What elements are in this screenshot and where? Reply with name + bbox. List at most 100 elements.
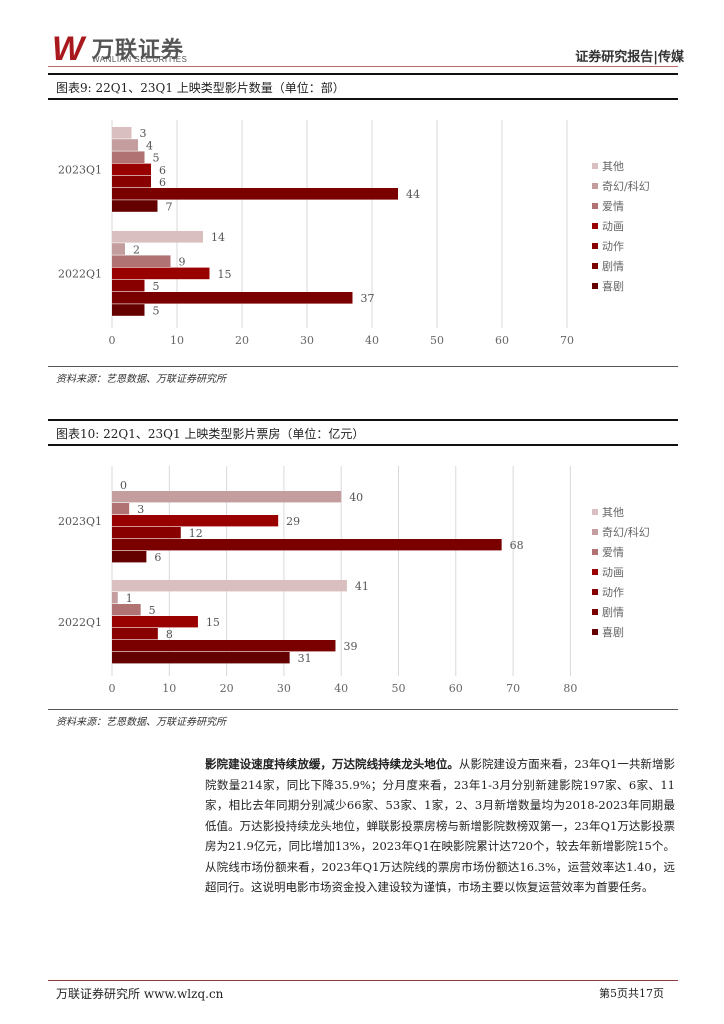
report-type: 证券研究报告|传媒 bbox=[575, 50, 684, 65]
x-tick-label: 50 bbox=[392, 682, 406, 695]
bar bbox=[112, 592, 118, 604]
legend-label: 动作 bbox=[602, 240, 624, 253]
bar bbox=[112, 231, 203, 243]
legend-label: 动作 bbox=[602, 586, 624, 599]
divider bbox=[48, 419, 678, 421]
legend-swatch bbox=[592, 223, 598, 229]
legend-swatch bbox=[592, 509, 598, 515]
bar bbox=[112, 175, 151, 188]
legend-swatch bbox=[592, 163, 598, 169]
page-number: 第5页共17页 bbox=[599, 987, 664, 1000]
data-label: 2 bbox=[133, 243, 140, 256]
data-label: 8 bbox=[166, 628, 173, 641]
x-tick-label: 70 bbox=[506, 682, 520, 695]
bar bbox=[112, 628, 158, 640]
legend-swatch bbox=[592, 263, 598, 269]
legend-label: 其他 bbox=[602, 160, 624, 173]
bar bbox=[112, 604, 141, 616]
footer-left: 万联证券研究所 www.wlzq.cn bbox=[56, 987, 224, 1001]
data-label: 68 bbox=[510, 539, 524, 552]
x-tick-label: 80 bbox=[563, 682, 577, 695]
category-label: 2022Q1 bbox=[58, 268, 102, 281]
legend-label: 剧情 bbox=[602, 606, 624, 619]
bar bbox=[112, 527, 181, 539]
body-paragraph: 影院建设速度持续放缓，万达院线持续龙头地位。从影院建设方面来看，23年Q1一共新… bbox=[205, 754, 675, 898]
data-label: 5 bbox=[149, 604, 156, 617]
x-tick-label: 50 bbox=[430, 334, 444, 347]
bar bbox=[112, 640, 336, 652]
chart-title: 图表10: 22Q1、23Q1 上映类型影片票房（单位：亿元） bbox=[56, 427, 365, 441]
bar bbox=[112, 515, 279, 527]
bar bbox=[112, 243, 125, 255]
divider bbox=[48, 444, 678, 446]
bar bbox=[112, 491, 342, 503]
chart-title: 图表9: 22Q1、23Q1 上映类型影片数量（单位：部） bbox=[56, 81, 345, 95]
legend-label: 爱情 bbox=[602, 546, 624, 559]
bar bbox=[112, 139, 138, 151]
bar bbox=[112, 539, 502, 551]
bar bbox=[112, 151, 145, 163]
legend-swatch bbox=[592, 243, 598, 249]
data-label: 1 bbox=[126, 592, 133, 605]
legend-label: 动画 bbox=[602, 220, 624, 233]
legend-swatch bbox=[592, 183, 598, 189]
bar bbox=[112, 551, 147, 563]
data-label: 4 bbox=[146, 139, 153, 152]
divider bbox=[48, 366, 678, 367]
data-label: 29 bbox=[286, 515, 300, 528]
bar bbox=[112, 616, 198, 628]
legend-swatch bbox=[592, 629, 598, 635]
data-label: 40 bbox=[349, 491, 363, 504]
category-label: 2023Q1 bbox=[58, 164, 102, 177]
data-label: 12 bbox=[189, 527, 203, 540]
legend-label: 爱情 bbox=[602, 200, 624, 213]
x-tick-label: 60 bbox=[449, 682, 463, 695]
data-label: 15 bbox=[206, 616, 220, 629]
chart-source: 资料来源：艺恩数据、万联证券研究所 bbox=[56, 374, 226, 385]
bar bbox=[112, 652, 290, 664]
divider bbox=[48, 709, 678, 710]
paragraph-lead: 影院建设速度持续放缓，万达院线持续龙头地位。 bbox=[205, 757, 459, 771]
bar bbox=[112, 580, 347, 592]
x-tick-label: 10 bbox=[170, 334, 184, 347]
category-label: 2022Q1 bbox=[58, 616, 102, 629]
data-label: 14 bbox=[211, 231, 225, 244]
data-label: 39 bbox=[343, 640, 357, 653]
x-tick-label: 40 bbox=[365, 334, 379, 347]
data-label: 44 bbox=[406, 188, 420, 201]
legend-label: 动画 bbox=[602, 566, 624, 579]
chart-box-office: 0 10 20 30 40 50 60 70 80 2023Q1 0 40 3 29 12 68 6 2022Q1… bbox=[58, 466, 650, 695]
data-label: 6 bbox=[154, 551, 161, 564]
legend-label: 喜剧 bbox=[602, 280, 624, 293]
legend-swatch bbox=[592, 609, 598, 615]
legend-swatch bbox=[592, 569, 598, 575]
data-label: 3 bbox=[137, 503, 144, 516]
footer-divider bbox=[48, 980, 678, 981]
x-tick-label: 60 bbox=[495, 334, 509, 347]
bar bbox=[112, 127, 132, 139]
bar bbox=[112, 267, 210, 280]
data-label: 5 bbox=[153, 304, 160, 317]
bar bbox=[112, 279, 145, 292]
bar bbox=[112, 304, 145, 316]
x-tick-label: 0 bbox=[109, 334, 116, 347]
data-label: 6 bbox=[159, 176, 166, 189]
legend-label: 剧情 bbox=[602, 260, 624, 273]
legend-swatch bbox=[592, 549, 598, 555]
category-label: 2023Q1 bbox=[58, 515, 102, 528]
data-label: 15 bbox=[218, 268, 232, 281]
data-label: 3 bbox=[140, 127, 147, 140]
data-label: 5 bbox=[153, 152, 160, 165]
legend-swatch bbox=[592, 283, 598, 289]
data-label: 31 bbox=[298, 652, 312, 665]
paragraph-text: 从影院建设方面来看，23年Q1一共新增影院数量214家，同比下降35.9%；分月… bbox=[205, 757, 675, 894]
logo-mark: W bbox=[52, 30, 85, 68]
legend-label: 喜剧 bbox=[602, 626, 624, 639]
chart-film-count: 0 10 20 30 40 50 60 702023Q1345664472022Q114291… bbox=[58, 120, 650, 347]
x-tick-label: 20 bbox=[220, 682, 234, 695]
bar bbox=[112, 503, 130, 515]
bar bbox=[112, 200, 158, 212]
data-label: 41 bbox=[355, 580, 369, 593]
data-label: 9 bbox=[179, 256, 186, 269]
